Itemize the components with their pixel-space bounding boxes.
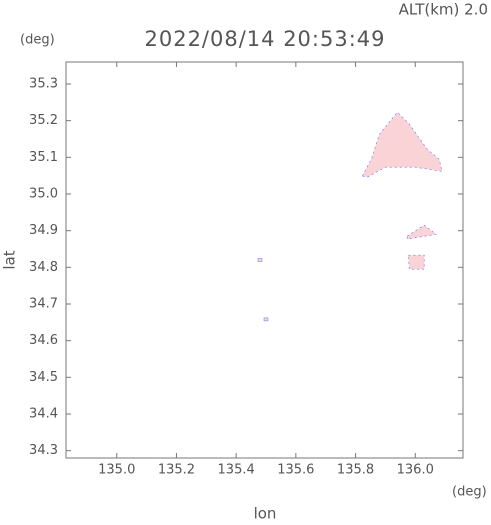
y-tick-label: 34.7 [29, 297, 58, 312]
y-tick-label: 35.0 [29, 187, 58, 202]
y-tick-label: 34.5 [29, 370, 58, 385]
echo-point [257, 258, 263, 262]
y-axis-label: lat [1, 250, 19, 269]
x-unit: (deg) [452, 485, 487, 500]
altitude-label: ALT(km) 2.0 [399, 1, 488, 19]
x-tick-label: 136.0 [397, 463, 434, 478]
x-tick-label: 135.4 [218, 463, 255, 478]
y-tick-label: 34.8 [29, 260, 58, 275]
x-tick-label: 135.6 [277, 463, 314, 478]
plot-frame [65, 61, 464, 459]
chart-title: 2022/08/14 20:53:49 [144, 27, 385, 51]
y-unit: (deg) [20, 33, 55, 48]
x-tick-label: 135.2 [158, 463, 195, 478]
echo-region [408, 254, 425, 270]
y-tick-label: 34.9 [29, 223, 58, 238]
y-tick-label: 35.3 [29, 77, 58, 92]
y-tick-label: 34.6 [29, 333, 58, 348]
echo-region [361, 111, 443, 178]
x-tick-label: 135.8 [337, 463, 374, 478]
x-tick-label: 135.0 [98, 463, 135, 478]
echo-point [263, 317, 269, 322]
x-axis-label: lon [254, 505, 277, 522]
y-tick-label: 35.1 [29, 150, 58, 165]
echo-region [406, 224, 437, 240]
y-tick-label: 34.4 [29, 407, 58, 422]
y-tick-label: 35.2 [29, 113, 58, 128]
y-tick-label: 34.3 [29, 443, 58, 458]
